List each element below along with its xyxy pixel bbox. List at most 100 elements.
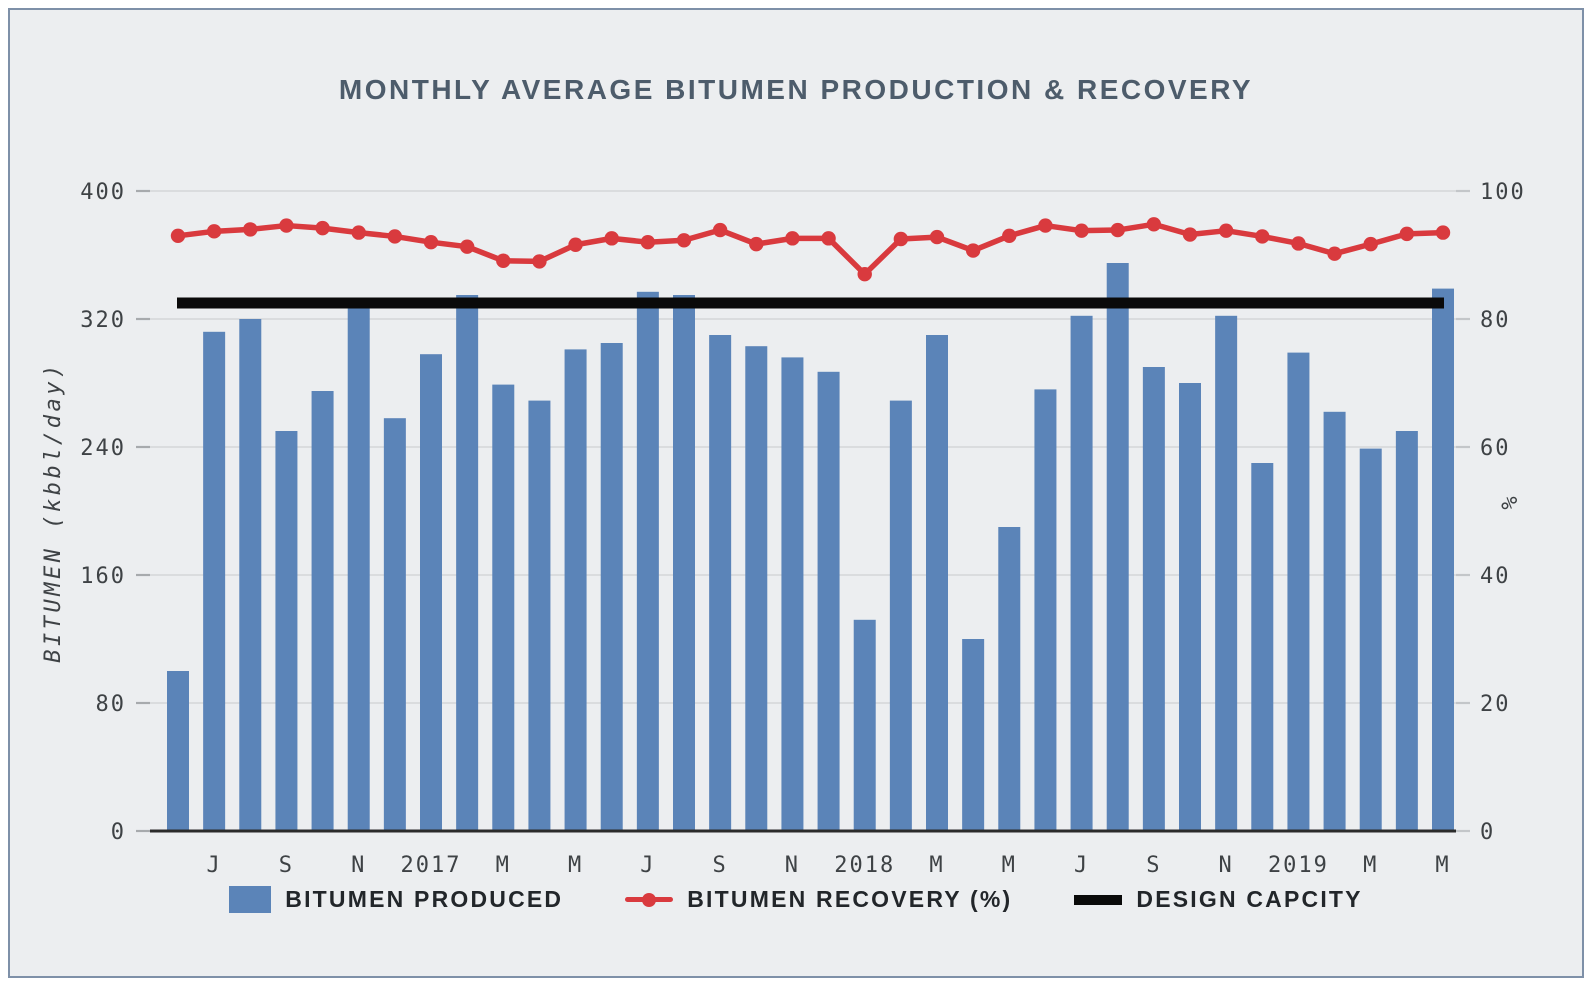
right-tick-label: 80 xyxy=(1480,308,1511,333)
left-tick-label: 80 xyxy=(96,692,127,717)
x-tick-label: M xyxy=(568,853,583,878)
recovery-point xyxy=(1146,217,1162,232)
legend-dot-icon xyxy=(642,892,657,907)
x-tick-label: M xyxy=(929,853,944,878)
recovery-point xyxy=(1255,229,1270,244)
production-bar xyxy=(1432,288,1455,832)
x-tick-label: 2019 xyxy=(1268,853,1329,878)
recovery-point xyxy=(423,235,439,250)
production-bar xyxy=(709,335,732,831)
axis-layer: 400 100 320 80 240 60 160 40 80 20 0 0 J S N 2017 M M J S N 2… xyxy=(80,180,1524,878)
legend-item-bitumen-produced: BITUMEN PRODUCED xyxy=(229,886,563,913)
legend-bar-swatch xyxy=(229,886,272,913)
production-bar xyxy=(275,431,298,831)
x-tick-label: J xyxy=(640,853,655,878)
production-bar xyxy=(564,349,587,831)
production-bars-layer xyxy=(167,263,1455,832)
left-tick-label: 400 xyxy=(80,180,126,205)
x-tick-label: 2018 xyxy=(834,853,895,878)
recovery-point xyxy=(712,222,728,238)
production-bar xyxy=(492,384,515,831)
production-bar xyxy=(817,371,840,831)
legend-label: DESIGN CAPCITY xyxy=(1136,886,1363,912)
recovery-point xyxy=(821,231,836,246)
production-bar xyxy=(1251,463,1274,831)
production-bar xyxy=(1359,448,1382,831)
recovery-point xyxy=(1182,227,1198,242)
recovery-point xyxy=(893,231,909,247)
production-bar xyxy=(600,343,623,831)
chart-title: MONTHLY AVERAGE BITUMEN PRODUCTION & REC… xyxy=(338,74,1254,105)
production-bar xyxy=(1106,263,1129,831)
production-bar xyxy=(636,291,659,831)
production-bar xyxy=(962,639,985,831)
recovery-point xyxy=(857,267,872,282)
production-bar xyxy=(347,307,370,831)
x-tick-label: S xyxy=(1146,853,1161,878)
x-tick-label: J xyxy=(207,853,222,878)
legend-thick-line-swatch xyxy=(1074,894,1123,905)
production-bar xyxy=(1215,315,1238,831)
production-bar xyxy=(528,400,551,831)
production-bar xyxy=(1034,389,1057,831)
x-tick-label: S xyxy=(713,853,728,878)
x-tick-label: M xyxy=(1002,853,1017,878)
recovery-point xyxy=(387,229,403,244)
recovery-point xyxy=(170,228,186,243)
x-tick-label: M xyxy=(496,853,511,878)
production-bar xyxy=(167,671,189,831)
x-tick-label: N xyxy=(1219,853,1234,878)
recovery-point xyxy=(640,235,656,250)
production-bar xyxy=(781,357,804,831)
recovery-point xyxy=(965,243,981,258)
recovery-point xyxy=(1110,222,1125,238)
right-tick-label: 20 xyxy=(1480,692,1511,717)
recovery-point xyxy=(604,231,619,246)
right-axis-title: % xyxy=(1498,494,1523,509)
left-tick-label: 240 xyxy=(80,436,126,461)
recovery-point xyxy=(532,254,547,269)
legend-label: BITUMEN RECOVERY (%) xyxy=(687,886,1013,912)
recovery-point xyxy=(1435,225,1451,240)
recovery-point xyxy=(315,220,330,236)
legend-item-design-capacity: DESIGN CAPCITY xyxy=(1074,886,1362,913)
recovery-point xyxy=(279,218,294,233)
production-bar xyxy=(1070,315,1093,831)
recovery-point xyxy=(749,236,764,252)
production-bar xyxy=(203,331,226,831)
production-bar xyxy=(383,418,406,831)
x-tick-label: N xyxy=(785,853,800,878)
recovery-point xyxy=(496,253,511,268)
recovery-point xyxy=(1399,226,1415,242)
left-tick-label: 320 xyxy=(80,308,126,333)
recovery-point xyxy=(1218,223,1234,238)
production-bar xyxy=(311,391,334,831)
x-tick-label: N xyxy=(351,853,366,878)
recovery-point xyxy=(929,229,945,245)
legend-line-dot-swatch xyxy=(625,886,674,913)
production-bar xyxy=(853,619,876,831)
recovery-line-layer xyxy=(170,217,1451,282)
recovery-point xyxy=(1074,223,1089,238)
right-tick-label: 0 xyxy=(1480,820,1495,845)
production-bar xyxy=(420,354,443,831)
recovery-point xyxy=(676,233,692,248)
recovery-point xyxy=(243,222,258,237)
x-tick-label: M xyxy=(1435,853,1450,878)
x-tick-label: S xyxy=(279,853,294,878)
right-tick-label: 60 xyxy=(1480,436,1511,461)
production-bar xyxy=(889,400,912,831)
recovery-point xyxy=(459,239,475,254)
right-tick-label: 40 xyxy=(1480,564,1511,589)
left-tick-label: 160 xyxy=(80,564,126,589)
recovery-point xyxy=(206,224,222,239)
x-tick-label: 2017 xyxy=(401,853,462,878)
production-bar xyxy=(239,319,262,831)
recovery-point xyxy=(1038,218,1053,233)
recovery-point xyxy=(1002,228,1017,243)
production-bar xyxy=(926,335,949,831)
production-bar xyxy=(1287,352,1310,831)
recovery-line xyxy=(177,221,1444,277)
